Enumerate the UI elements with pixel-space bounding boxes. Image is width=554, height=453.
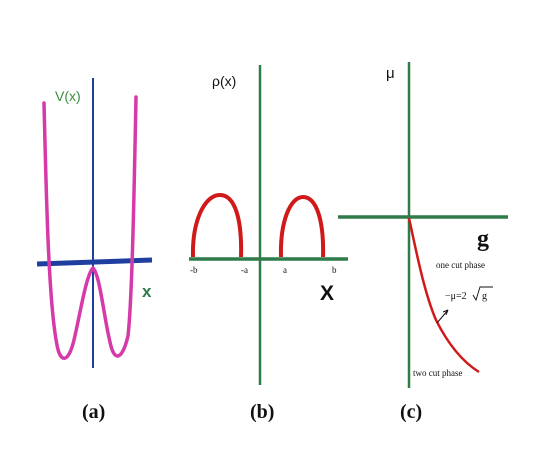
panel-b: ρ(x) -b -a a b X (b) <box>189 65 348 423</box>
panel-a-caption: (a) <box>82 401 105 423</box>
panel-b-density-left <box>190 193 244 258</box>
panel-b-tick-neg-a: -a <box>241 265 248 275</box>
panel-c-caption: (c) <box>400 401 422 423</box>
panel-c: μ g one cut phase −μ=2 g two cut phase (… <box>338 62 508 423</box>
panel-b-density-right <box>278 194 326 258</box>
panel-b-tick-b: b <box>332 265 337 275</box>
panel-c-two-cut-label: two cut phase <box>413 368 463 378</box>
panel-b-tick-a: a <box>283 265 287 275</box>
panel-c-curve-label-text: −μ=2 <box>445 291 467 302</box>
arrowhead-icon <box>442 309 449 316</box>
panel-b-xlabel: X <box>320 282 334 305</box>
panel-c-curve-label: −μ=2 g <box>445 286 493 302</box>
panel-c-ylabel: μ <box>386 65 395 82</box>
panel-b-ylabel: ρ(x) <box>212 73 236 89</box>
panel-c-pointer-arrow <box>436 309 449 324</box>
panel-a-potential-curve <box>42 95 138 360</box>
panel-c-curve-label-radicand: g <box>482 291 487 302</box>
panel-c-phase-boundary <box>407 217 480 374</box>
panel-a-xlabel: x <box>142 282 152 301</box>
panel-c-one-cut-label: one cut phase <box>436 260 485 270</box>
panel-a-horizontal-axis <box>36 257 153 267</box>
sqrt-radical-icon <box>472 286 493 302</box>
panel-a-ylabel: V(x) <box>55 88 81 104</box>
panel-b-tick-neg-b: -b <box>190 265 198 275</box>
panel-c-xlabel: g <box>477 226 489 252</box>
panel-b-caption: (b) <box>250 401 274 423</box>
panel-a: V(x) x (a) <box>36 78 153 423</box>
